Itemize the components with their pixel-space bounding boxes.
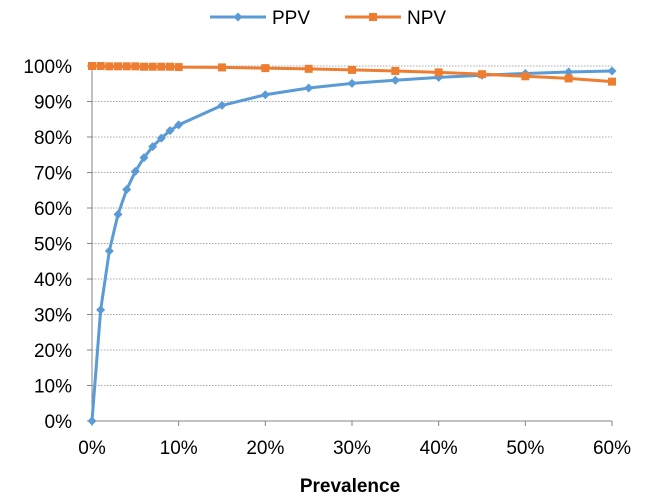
legend-ppv-marker — [233, 12, 243, 22]
npv-point — [148, 62, 157, 71]
npv-point — [166, 62, 174, 71]
npv-point — [218, 63, 226, 72]
npv-point — [131, 62, 140, 71]
x-tick-label: 30% — [333, 438, 371, 459]
ppv-point — [165, 126, 175, 136]
x-tick-label: 10% — [160, 438, 198, 459]
npv-point — [564, 74, 573, 83]
ppv-point — [347, 78, 357, 88]
npv-point — [96, 62, 105, 70]
ppv-point — [564, 67, 574, 77]
x-tick-label: 40% — [420, 438, 458, 459]
npv-point — [521, 72, 530, 81]
npv-point — [608, 77, 616, 86]
ppv-point — [87, 416, 97, 426]
axes — [87, 65, 613, 426]
ppv-point — [130, 166, 140, 176]
npv-point — [140, 62, 148, 71]
ppv-point — [96, 305, 106, 315]
y-tick-label: 70% — [34, 164, 72, 185]
y-tick-label: 100% — [23, 57, 72, 78]
legend-npv-label: NPV — [407, 8, 446, 29]
ppv-point — [104, 246, 114, 256]
ppv-point — [139, 153, 149, 163]
npv-point — [348, 65, 356, 74]
npv-point — [391, 66, 400, 75]
npv-point — [157, 62, 166, 71]
series-ppv — [87, 66, 617, 426]
ppv-point — [607, 66, 617, 76]
y-tick-label: 90% — [34, 93, 72, 114]
ppv-point — [156, 133, 166, 143]
y-tick-label: 40% — [34, 270, 72, 291]
ppv-point — [390, 75, 400, 85]
npv-point — [105, 62, 114, 71]
y-tick-label: 10% — [34, 377, 72, 398]
ppv-point — [217, 100, 227, 110]
ppv-point — [122, 185, 132, 195]
x-axis-title: Prevalence — [300, 476, 400, 497]
gridlines — [92, 65, 612, 386]
y-tick-label: 80% — [34, 128, 72, 149]
x-tick-labels: 0% 10% 20% 30% 40% 50% 60% — [78, 438, 631, 459]
ppv-point — [113, 209, 123, 219]
series-group — [87, 62, 617, 426]
x-tick-label: 20% — [246, 438, 284, 459]
y-tick-label: 50% — [34, 235, 72, 256]
npv-point — [434, 68, 443, 77]
y-tick-label: 30% — [34, 306, 72, 327]
series-npv — [88, 62, 616, 86]
y-tick-label: 60% — [34, 199, 72, 220]
legend: PPV NPV — [210, 8, 446, 29]
legend-ppv-label: PPV — [272, 8, 310, 29]
npv-point — [122, 62, 131, 71]
ppv-point — [148, 142, 158, 152]
y-tick-labels: 0% 10% 20% 30% 40% 50% 60% 70% 80% 90% 100% — [23, 57, 72, 433]
npv-point — [304, 64, 313, 73]
x-tick-label: 0% — [78, 438, 106, 459]
ppv-line — [90, 69, 613, 422]
ppv-point — [304, 83, 314, 93]
ppv-point — [260, 90, 270, 100]
npv-point — [88, 62, 96, 70]
npv-point — [174, 63, 183, 72]
x-tick-label: 50% — [506, 438, 544, 459]
y-tick-label: 20% — [34, 341, 72, 362]
npv-point — [261, 64, 270, 73]
npv-point — [478, 70, 486, 79]
y-tick-label: 0% — [45, 412, 73, 433]
legend-npv-marker — [369, 13, 377, 21]
npv-point — [114, 62, 122, 71]
ppv-point — [174, 120, 184, 130]
x-tick-label: 60% — [593, 438, 631, 459]
